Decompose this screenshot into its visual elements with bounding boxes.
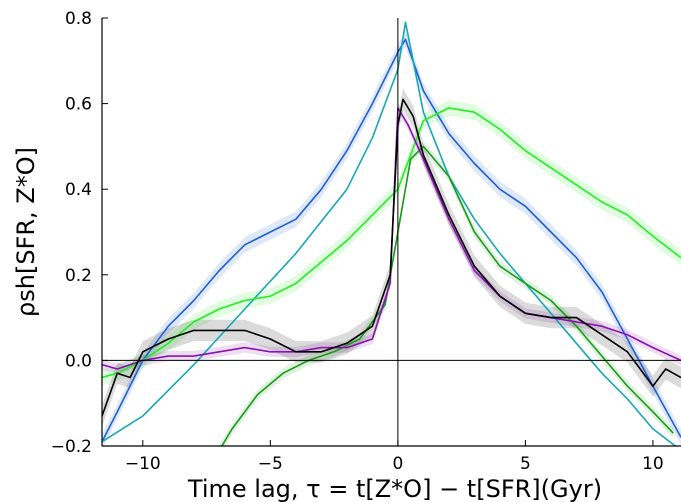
x-tick-label: 5 (520, 454, 531, 474)
x-tick-label: 0 (392, 454, 403, 474)
x-tick-label: 10 (642, 454, 664, 474)
x-tick-label: −10 (125, 454, 161, 474)
axes (101, 18, 681, 447)
series-line-3 (220, 145, 674, 446)
x-tick-label: −5 (258, 454, 283, 474)
y-tick-label: 0.0 (65, 351, 92, 371)
y-tick-label: 0.4 (65, 180, 92, 200)
lines-layer (102, 21, 681, 446)
y-tick-label: 0.8 (65, 9, 92, 29)
y-tick-label: −0.2 (51, 437, 92, 457)
x-axis-label: Time lag, τ = t[Z*O] − t[SFR](Gyr) (187, 475, 602, 502)
reference-lines (102, 18, 681, 446)
y-axis-label: ρsh[SFR, Z*O] (12, 147, 40, 317)
y-tick-label: 0.6 (65, 95, 92, 115)
series-band-0 (102, 31, 681, 446)
ticks: −10 −5 0 5 10 −0.2 0.0 0.2 0.4 0.6 0.8 (51, 9, 664, 474)
series-line-5 (102, 98, 681, 417)
y-tick-label: 0.2 (65, 266, 92, 286)
